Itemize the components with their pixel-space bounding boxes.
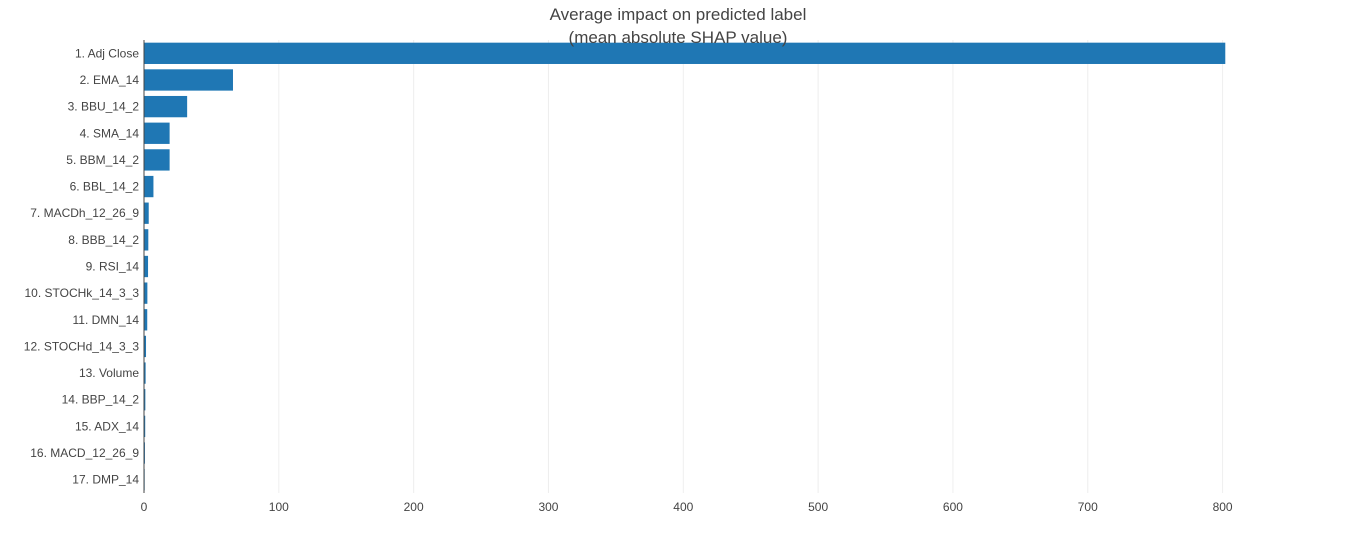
bar [144, 175, 154, 198]
bar [144, 69, 233, 91]
bar [144, 389, 146, 411]
y-tick-layer: 1. Adj Close 2. EMA_14 3. BBU_14_2 4. SMA_1… [24, 46, 140, 486]
bar [144, 229, 149, 251]
bar-layer [144, 42, 1226, 491]
bar [144, 255, 149, 278]
x-tick-label: 600 [943, 500, 963, 514]
y-tick-label: 12. STOCHd_14_3_3 [24, 339, 140, 353]
y-tick-label: 5. BBM_14_2 [66, 153, 139, 167]
bar [144, 95, 188, 118]
x-tick-label: 100 [269, 500, 289, 514]
bar [144, 282, 148, 304]
x-tick-label: 500 [808, 500, 828, 514]
y-tick-label: 8. BBB_14_2 [68, 233, 139, 247]
y-tick-label: 1. Adj Close [75, 46, 139, 60]
bar [144, 362, 146, 384]
x-tick-label: 0 [141, 500, 148, 514]
y-tick-label: 2. EMA_14 [80, 73, 140, 87]
x-tick-layer: 0 100 200 300 400 500 600 700 800 [141, 500, 1233, 514]
bar [144, 202, 149, 224]
y-tick-label: 15. ADX_14 [75, 419, 139, 433]
x-tick-label: 300 [538, 500, 558, 514]
bar [144, 335, 147, 358]
bar [144, 309, 148, 331]
y-tick-label: 10. STOCHk_14_3_3 [24, 286, 139, 300]
y-tick-label: 6. BBL_14_2 [70, 180, 140, 194]
y-tick-label: 3. BBU_14_2 [68, 100, 140, 114]
y-tick-label: 9. RSI_14 [86, 260, 140, 274]
bar [144, 149, 170, 171]
y-tick-label: 16. MACD_12_26_9 [30, 446, 139, 460]
bar [144, 42, 1226, 64]
bar [144, 122, 170, 144]
y-tick-label: 13. Volume [79, 366, 139, 380]
x-tick-label: 700 [1078, 500, 1098, 514]
x-tick-label: 400 [673, 500, 693, 514]
bar [144, 415, 146, 438]
y-tick-label: 11. DMN_14 [73, 313, 140, 327]
chart-title: Average impact on predicted label [550, 5, 807, 24]
chart-subtitle: (mean absolute SHAP value) [569, 28, 788, 47]
x-tick-label: 800 [1213, 500, 1233, 514]
grid-layer [278, 40, 1224, 493]
x-tick-label: 200 [404, 500, 424, 514]
y-tick-label: 7. MACDh_12_26_9 [30, 206, 139, 220]
y-tick-label: 4. SMA_14 [80, 126, 140, 140]
y-tick-label: 14. BBP_14_2 [62, 393, 140, 407]
y-tick-label: 17. DMP_14 [72, 473, 139, 487]
